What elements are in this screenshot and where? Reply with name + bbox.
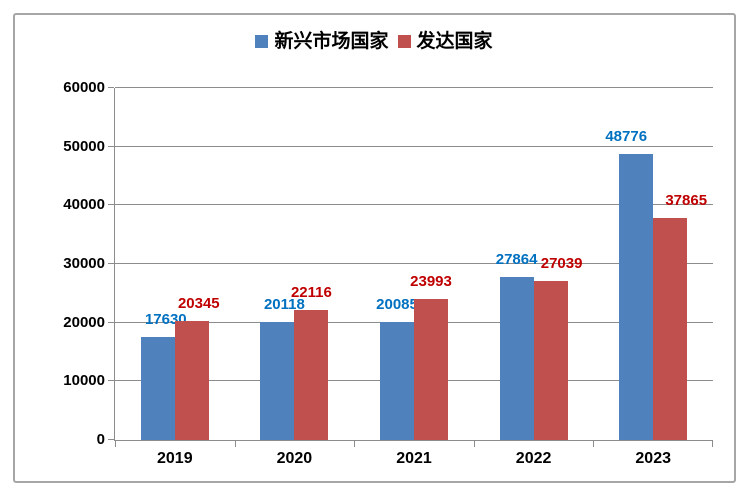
y-axis-tick bbox=[108, 87, 114, 88]
x-axis-category-label: 2019 bbox=[157, 450, 193, 467]
y-axis-tick-label: 30000 bbox=[63, 255, 105, 272]
bar-2022-series1 bbox=[499, 276, 534, 440]
legend-item-emerging-markets: 新兴市场国家 bbox=[255, 31, 389, 52]
bar-2023-series1 bbox=[619, 153, 654, 440]
x-axis-category-label: 2023 bbox=[635, 450, 671, 467]
bar-2021-series2 bbox=[414, 299, 448, 440]
legend-item-developed-countries: 发达国家 bbox=[397, 31, 493, 52]
bar-data-label: 27864 bbox=[495, 250, 538, 268]
y-axis-tick-label: 20000 bbox=[63, 313, 105, 331]
bar-2022-series2 bbox=[533, 281, 568, 440]
plot-area: 0 10000 20000 30000 40000 50000 60000 2019 17630… bbox=[63, 79, 713, 467]
gridline bbox=[115, 87, 713, 88]
x-axis-category-label: 2022 bbox=[515, 450, 552, 467]
y-axis-tick bbox=[108, 204, 114, 206]
bar-data-label: 27039 bbox=[540, 255, 583, 273]
y-axis-tick bbox=[108, 263, 114, 264]
gridline bbox=[115, 263, 713, 264]
y-axis-tick-label: 60000 bbox=[63, 79, 105, 96]
bar-2021-series1 bbox=[380, 322, 414, 440]
legend-swatch-red bbox=[397, 35, 411, 48]
x-axis-line bbox=[114, 440, 713, 441]
bar-2020-series1 bbox=[260, 321, 295, 440]
bar-data-label: 22116 bbox=[290, 284, 332, 302]
bar-data-label: 20345 bbox=[177, 294, 220, 312]
bar-2019-series2 bbox=[174, 320, 209, 440]
y-axis-tick-label: 0 bbox=[96, 431, 105, 448]
y-axis-tick bbox=[108, 380, 114, 382]
bar-data-label: 37865 bbox=[665, 191, 708, 209]
legend-label: 发达国家 bbox=[416, 31, 493, 52]
x-axis-category-label: 2020 bbox=[276, 450, 313, 467]
bar-data-label: 20118 bbox=[263, 295, 305, 313]
bar-2023-series2 bbox=[653, 217, 688, 440]
y-axis-line bbox=[114, 88, 115, 440]
chart-legend: 新兴市场国家 发达国家 bbox=[0, 32, 748, 51]
x-axis-tick bbox=[235, 441, 236, 447]
y-axis-tick bbox=[108, 145, 114, 147]
y-axis-tick-label: 10000 bbox=[63, 372, 105, 390]
chart-border-frame bbox=[13, 13, 736, 483]
x-axis-tick bbox=[712, 441, 713, 447]
y-axis-tick-label: 50000 bbox=[63, 137, 105, 155]
bar-data-label: 48776 bbox=[605, 127, 648, 145]
y-axis-tick-label: 40000 bbox=[63, 196, 105, 214]
legend-swatch-blue bbox=[255, 35, 269, 48]
bar-2019-series1 bbox=[140, 336, 175, 440]
bar-data-label: 23993 bbox=[410, 273, 452, 291]
bar-data-label: 20085 bbox=[376, 296, 418, 314]
gridline bbox=[115, 145, 713, 147]
bar-2020-series2 bbox=[294, 310, 329, 440]
x-axis-tick bbox=[115, 441, 116, 447]
legend-label: 新兴市场国家 bbox=[274, 31, 389, 52]
x-axis-category-label: 2021 bbox=[396, 450, 432, 467]
x-axis-tick bbox=[474, 441, 475, 447]
x-axis-tick bbox=[593, 441, 594, 447]
x-axis-tick bbox=[354, 441, 355, 447]
gridline bbox=[115, 204, 713, 206]
y-axis-tick bbox=[108, 321, 114, 323]
y-axis-tick bbox=[108, 439, 114, 440]
